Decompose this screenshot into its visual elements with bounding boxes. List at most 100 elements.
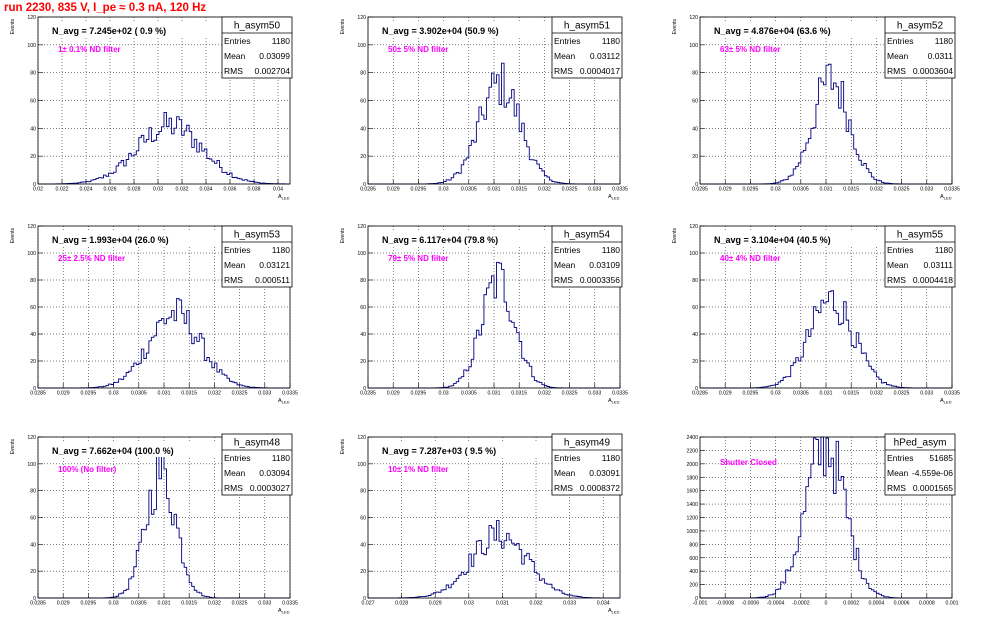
x-axis-title: ALED [940,398,952,405]
panel-h_asym49: 0.027 0.028 0.029 0.03 0.031 0.032 0.033 0.034 0… [340,433,623,615]
filter-label: 40± 4% ND filter [720,254,780,263]
navg-box [378,232,553,246]
x-tick-label: 0.0325 [232,391,248,397]
stats-value-rms: 0.0003027 [250,483,290,493]
stats-value-entries: 1180 [272,245,291,255]
stats-label-mean: Mean [224,468,246,478]
stats-label-entries: Entries [554,453,580,463]
x-tick-label: 0.0305 [131,601,147,607]
plot-frame [37,436,291,599]
y-tick-label: 120 [689,15,698,21]
y-tick-label: 80 [360,489,366,495]
x-tick-label: 0.033 [588,391,601,397]
y-tick-label: 120 [357,224,366,230]
filter-label: 50± 5% ND filter [388,45,448,54]
stats-value-rms: 0.000511 [255,275,290,285]
panel-h_asym52: 0.0285 0.029 0.0295 0.03 0.0305 0.031 0.0315 0.… [672,15,960,201]
hist-name: h_asym48 [234,438,281,449]
x-tick-label: 0.0295 [742,391,758,397]
y-axis-title: Events [340,19,346,35]
y-tick-label: 1200 [686,516,698,522]
stats-value-mean: 0.03094 [259,468,290,478]
navg-label: N_avg = 1.993e+04 (26.0 %) [52,235,169,245]
y-tick-label: 0 [33,596,36,602]
x-tick-label: 0.0315 [843,391,859,397]
x-tick-label: 0.0285 [30,601,46,607]
x-tick-label: 0.0315 [511,187,527,193]
stats-value-entries: 1180 [602,36,621,46]
stats-label-entries: Entries [554,245,580,255]
y-tick-label: 20 [360,154,366,160]
panel-h_asym53: 0.0285 0.029 0.0295 0.03 0.0305 0.031 0.0315 0.… [10,224,298,405]
y-tick-label: 60 [692,99,698,105]
y-tick-label: 0 [33,182,36,188]
stats-value-rms: 0.0001565 [913,483,953,493]
hist-name: h_asym51 [564,21,611,32]
y-tick-label: 0 [33,386,36,392]
stats-box [221,225,293,288]
y-tick-label: 120 [27,224,36,230]
y-tick-label: 40 [30,126,36,132]
x-tick-label: 0.032 [538,187,551,193]
y-axis-title: Events [10,439,16,455]
stats-label-rms: RMS [554,483,573,493]
x-tick-label: 0.0006 [894,601,910,607]
hist-name: h_asym54 [564,230,611,241]
stats-label-mean: Mean [887,51,909,61]
x-tick-label: 0.032 [208,391,221,397]
y-tick-label: 60 [360,305,366,311]
y-tick-label: 20 [30,569,36,575]
y-tick-label: 20 [692,154,698,160]
navg-box [48,443,223,457]
stats-value-mean: 0.03111 [924,260,954,270]
stats-value-mean: 0.03091 [589,468,620,478]
hist-name: h_asym52 [897,21,944,32]
x-tick-label: -0.001 [693,601,708,607]
x-tick-label: 0.032 [538,391,551,397]
x-tick-label: 0.029 [719,391,732,397]
navg-label: N_avg = 3.902e+04 (50.9 %) [382,26,499,36]
y-tick-label: 100 [27,251,36,257]
histogram-line [368,62,620,185]
stats-value-entries: 1180 [935,245,954,255]
y-axis-title: Events [672,19,678,35]
stats-label-rms: RMS [224,275,243,285]
x-tick-label: 0.029 [57,391,70,397]
stats-box [884,433,956,496]
x-tick-label: 0.0285 [360,187,376,193]
x-tick-label: 0.022 [56,187,69,193]
y-tick-label: 40 [30,332,36,338]
x-tick-label: 0.031 [820,391,833,397]
stats-label-mean: Mean [554,51,576,61]
x-tick-label: 0.0305 [793,391,809,397]
plot-frame [699,436,953,599]
filter-label: Shutter Closed [720,458,777,467]
run-title: run 2230, 835 V, I_pe ≈ 0.3 nA, 120 Hz [4,2,207,14]
y-tick-label: 80 [30,71,36,77]
hist-name: hPed_asym [894,438,947,449]
navg-box [48,23,223,37]
x-axis-title: ALED [278,398,290,405]
x-tick-label: 0 [825,601,828,607]
x-axis-title: ALED [608,398,620,405]
plot-frame [367,436,621,599]
navg-label: N_avg = 3.104e+04 (40.5 %) [714,235,831,245]
y-tick-label: 20 [360,569,366,575]
stats-value-entries: 51685 [929,453,953,463]
navg-label: N_avg = 7.287e+03 ( 9.5 %) [382,446,496,456]
y-tick-label: 100 [689,251,698,257]
stats-value-entries: 1180 [602,453,621,463]
x-tick-label: 0.033 [258,391,271,397]
y-tick-label: 40 [30,542,36,548]
y-tick-label: 60 [360,99,366,105]
stats-value-rms: 0.0003356 [580,275,620,285]
stats-label-rms: RMS [554,66,573,76]
stats-value-rms: 0.0004017 [580,66,620,76]
y-tick-label: 0 [363,596,366,602]
y-tick-label: 60 [692,305,698,311]
y-tick-label: 2400 [686,435,698,441]
stats-box [551,16,623,79]
plot-frame [367,225,621,389]
panel-h_asym55: 0.0285 0.029 0.0295 0.03 0.0305 0.031 0.0315 0.… [672,224,960,405]
x-tick-label: 0.031 [158,391,171,397]
